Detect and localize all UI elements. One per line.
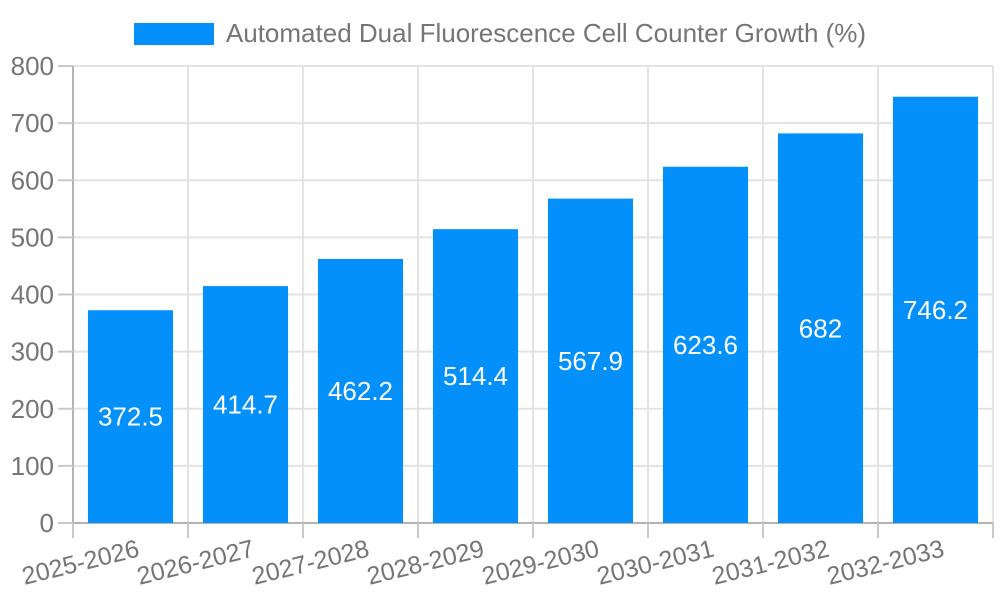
y-tick-label: 400 xyxy=(11,280,54,310)
bar-value-label: 462.2 xyxy=(328,376,393,406)
chart-legend[interactable]: Automated Dual Fluorescence Cell Counter… xyxy=(0,18,1000,49)
bar[interactable] xyxy=(432,229,519,524)
legend-label: Automated Dual Fluorescence Cell Counter… xyxy=(225,18,867,48)
bar-value-label: 567.9 xyxy=(558,346,623,376)
x-tick-label: 2029-2030 xyxy=(479,535,602,591)
y-tick-label: 0 xyxy=(40,508,54,538)
bar[interactable] xyxy=(547,198,634,523)
legend-swatch-icon xyxy=(133,22,214,45)
bar-value-label: 623.6 xyxy=(673,330,738,360)
y-tick-label: 800 xyxy=(11,51,54,81)
x-tick-label: 2025-2026 xyxy=(19,535,142,591)
bar[interactable] xyxy=(662,166,749,523)
bar-value-label: 514.4 xyxy=(443,361,508,391)
y-tick-label: 500 xyxy=(11,222,54,252)
y-tick-label: 200 xyxy=(11,394,54,424)
x-tick-label: 2027-2028 xyxy=(249,535,372,591)
bar[interactable] xyxy=(777,133,864,523)
bar-value-label: 682 xyxy=(799,313,842,343)
bar[interactable] xyxy=(317,258,404,523)
bar[interactable] xyxy=(202,286,289,523)
y-tick-label: 700 xyxy=(11,108,54,138)
x-tick-label: 2032-2033 xyxy=(824,535,947,591)
x-tick-label: 2028-2029 xyxy=(364,535,487,591)
y-tick-label: 100 xyxy=(11,451,54,481)
x-tick-label: 2031-2032 xyxy=(709,535,832,591)
bar[interactable] xyxy=(892,96,979,524)
bar[interactable] xyxy=(87,310,174,523)
bar-value-label: 414.7 xyxy=(213,390,278,420)
x-tick-label: 2026-2027 xyxy=(134,535,257,591)
y-tick-label: 600 xyxy=(11,165,54,195)
x-tick-label: 2030-2031 xyxy=(594,535,717,591)
y-tick-label: 300 xyxy=(11,337,54,367)
bar-value-label: 746.2 xyxy=(903,295,968,325)
bar-value-label: 372.5 xyxy=(98,402,163,432)
